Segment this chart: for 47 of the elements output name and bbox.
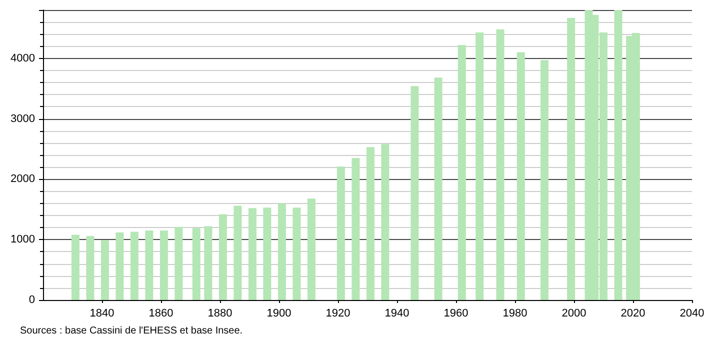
bar <box>496 29 504 300</box>
bar <box>366 147 374 300</box>
x-tick-label: 1900 <box>266 308 292 320</box>
x-tick-label: 1980 <box>502 308 528 320</box>
bar <box>336 166 345 300</box>
bar <box>204 226 212 300</box>
bar <box>567 18 576 300</box>
bar <box>71 234 80 300</box>
x-tick-label: 1960 <box>444 308 468 320</box>
bar <box>86 236 94 300</box>
bar <box>130 232 138 300</box>
y-tick-label: 0 <box>28 294 35 306</box>
bar <box>381 144 390 300</box>
y-tick-label: 4000 <box>10 52 35 64</box>
bar <box>278 203 286 300</box>
bar <box>307 198 316 300</box>
bar <box>292 208 301 300</box>
bar <box>100 240 109 300</box>
x-tick-label: 1860 <box>148 308 174 320</box>
bar <box>263 208 272 300</box>
bar <box>458 45 466 300</box>
source-note: Sources : base Cassini de l'EHESS et base Insee. <box>20 326 243 336</box>
bar <box>410 86 419 300</box>
x-tick-label: 1880 <box>208 308 232 320</box>
bar <box>234 206 242 300</box>
bar <box>145 230 154 300</box>
bar <box>614 10 622 300</box>
bar <box>248 208 256 300</box>
x-tick-label: 1940 <box>384 308 410 320</box>
y-tick-label: 1000 <box>10 234 35 246</box>
y-tick-label: 3000 <box>10 112 35 125</box>
bar <box>174 226 183 300</box>
bar <box>192 228 200 300</box>
bar <box>476 32 484 300</box>
bar <box>352 158 360 300</box>
bar <box>540 60 548 300</box>
x-tick-label: 2020 <box>620 308 646 320</box>
bar <box>218 214 227 300</box>
bar <box>516 52 525 300</box>
x-tick-label: 1840 <box>90 308 114 320</box>
x-tick-label: 1920 <box>326 308 350 320</box>
bar <box>434 78 442 300</box>
bar <box>116 232 124 300</box>
y-tick-label: 2000 <box>10 173 35 186</box>
bar <box>160 230 168 300</box>
x-tick-label: 2040 <box>680 308 704 320</box>
x-tick-label: 2000 <box>562 308 586 320</box>
